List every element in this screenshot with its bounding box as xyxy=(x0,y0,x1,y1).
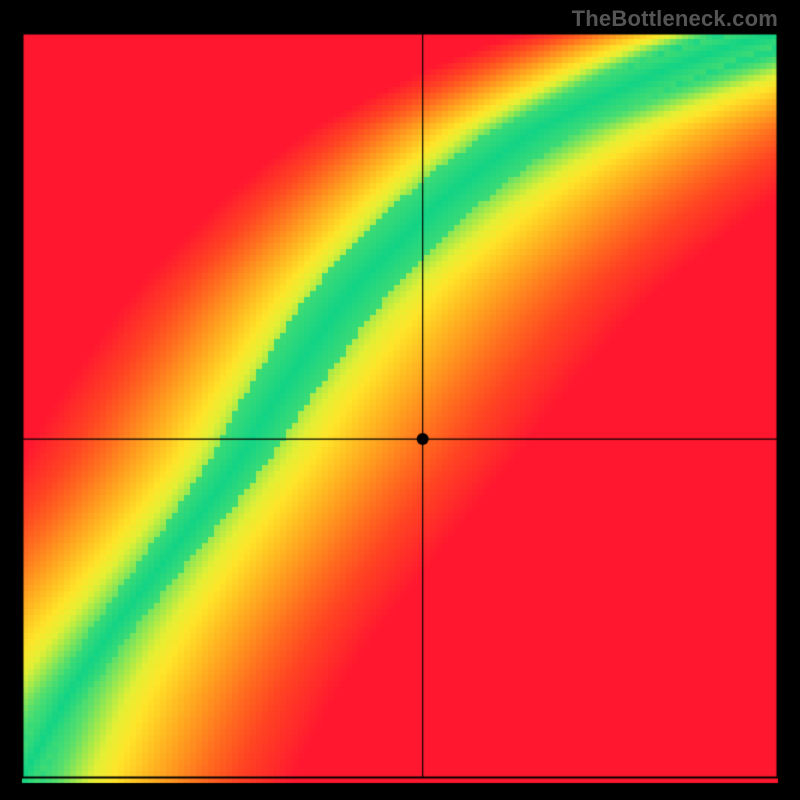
chart-container: TheBottleneck.com xyxy=(0,0,800,800)
watermark-text: TheBottleneck.com xyxy=(572,6,778,32)
bottleneck-heatmap xyxy=(0,0,800,800)
